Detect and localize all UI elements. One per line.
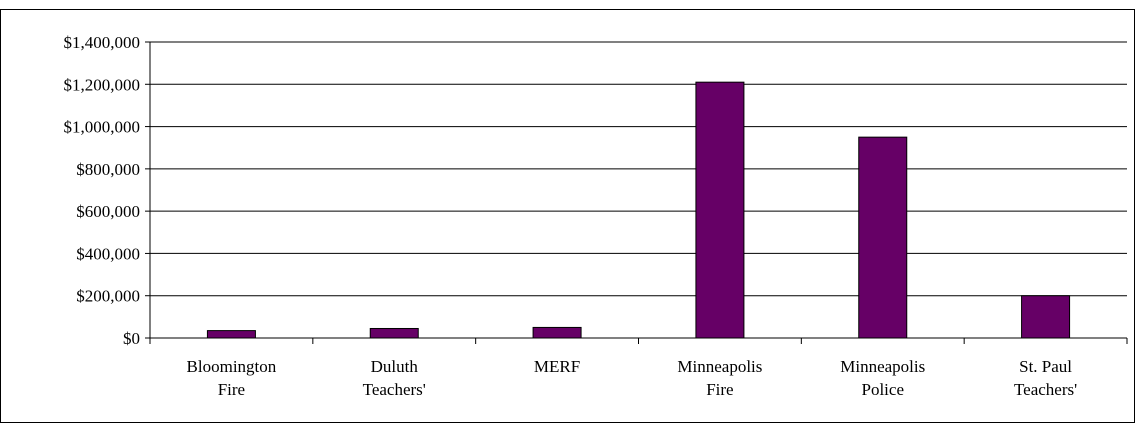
x-category-label: Duluth Teachers' — [363, 357, 426, 399]
x-category-label: Bloomington Fire — [187, 357, 277, 399]
x-category-label-line: Fire — [706, 380, 733, 399]
y-tick-label: $0 — [123, 329, 140, 348]
y-tick-label: $1,000,000 — [64, 118, 141, 137]
x-category-label-line: St. Paul — [1019, 357, 1072, 376]
bar — [1021, 295, 1071, 339]
x-category-label-line: MERF — [534, 357, 580, 376]
bar — [532, 326, 582, 339]
x-category-label-line: Minneapolis — [840, 357, 925, 376]
y-tick-label: $400,000 — [76, 244, 140, 263]
bar — [858, 136, 908, 339]
bar — [206, 330, 256, 339]
chart-frame — [0, 9, 1135, 423]
y-tick-label: $1,200,000 — [64, 75, 141, 94]
y-tick-label: $1,400,000 — [64, 33, 141, 52]
x-category-label: St. Paul Teachers' — [1014, 357, 1077, 399]
x-category-label: Minneapolis Fire — [677, 357, 762, 399]
y-tick-label: $800,000 — [76, 160, 140, 179]
y-tick-label: $600,000 — [76, 202, 140, 221]
bar — [695, 81, 745, 339]
x-category-label-line: Police — [862, 380, 905, 399]
x-category-label-line: Duluth — [371, 357, 419, 376]
x-category-label-line: Fire — [218, 380, 245, 399]
y-tick-label: $200,000 — [76, 287, 140, 306]
x-category-label-line: Teachers' — [363, 380, 426, 399]
bar — [369, 327, 419, 339]
x-category-label: MERF — [534, 357, 580, 376]
x-category-label-line: Bloomington — [187, 357, 277, 376]
x-category-label-line: Minneapolis — [677, 357, 762, 376]
x-category-label: Minneapolis Police — [840, 357, 925, 399]
x-category-label-line: Teachers' — [1014, 380, 1077, 399]
